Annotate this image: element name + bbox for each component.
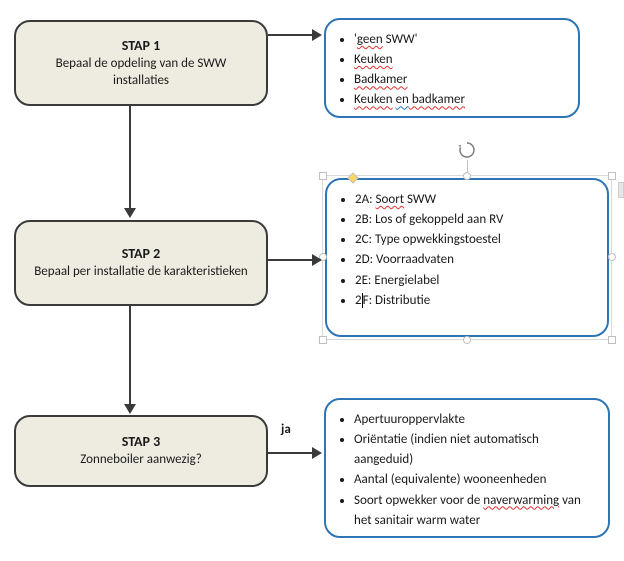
selection-handle[interactable] bbox=[608, 336, 616, 344]
arrow-head-icon bbox=[312, 29, 322, 41]
side-mark bbox=[618, 182, 624, 198]
step2-sub: Bepaal per installatie de karakteristiek… bbox=[34, 264, 248, 280]
arrow-head-icon bbox=[124, 404, 136, 414]
list-item: Keuken bbox=[354, 50, 564, 70]
step2-box: STAP 2 Bepaal per installatie de karakte… bbox=[14, 220, 268, 306]
arrow-line bbox=[268, 259, 314, 261]
list-item: 2B: Los of gekoppeld aan RV bbox=[355, 210, 593, 230]
info2-box[interactable]: 2A: Soort SWW 2B: Los of gekoppeld aan R… bbox=[325, 178, 609, 337]
arrow-line bbox=[268, 452, 314, 454]
arrow-line bbox=[129, 306, 131, 406]
info1-list: 'geen SWW' Keuken Badkamer Keuken en bad… bbox=[336, 30, 564, 111]
arrow-line bbox=[268, 34, 314, 36]
info1-box: 'geen SWW' Keuken Badkamer Keuken en bad… bbox=[324, 18, 580, 118]
arrow-line bbox=[129, 106, 131, 210]
step1-title: STAP 1 bbox=[122, 37, 161, 54]
list-item: Aantal (equivalente) wooneenheden bbox=[354, 470, 594, 490]
list-item: 2A: Soort SWW bbox=[355, 190, 593, 210]
step1-sub: Bepaal de opdeling van de SWW installati… bbox=[28, 56, 254, 89]
list-item: Keuken en badkamer bbox=[354, 90, 564, 110]
rotate-handle-icon[interactable] bbox=[457, 140, 477, 160]
list-item: 2F: Distributie bbox=[355, 291, 593, 311]
list-item: 2C: Type opwekkingstoestel bbox=[355, 230, 593, 250]
list-item: 2E: Energielabel bbox=[355, 271, 593, 291]
selection-handle[interactable] bbox=[319, 172, 327, 180]
selection-handle[interactable] bbox=[319, 336, 327, 344]
selection-handle[interactable] bbox=[608, 172, 616, 180]
selection-handle[interactable] bbox=[463, 336, 471, 344]
list-item: Soort opwekker voor de naverwarming van … bbox=[354, 491, 594, 531]
info3-list: Apertuuroppervlakte Oriëntatie (indien n… bbox=[336, 410, 594, 531]
list-item: Oriëntatie (indien niet automatisch aang… bbox=[354, 430, 594, 470]
step3-box: STAP 3 Zonneboiler aanwezig? bbox=[14, 415, 268, 487]
list-item: 2D: Voorraadvaten bbox=[355, 250, 593, 270]
selection-handle[interactable] bbox=[463, 172, 471, 180]
info2-list: 2A: Soort SWW 2B: Los of gekoppeld aan R… bbox=[337, 190, 593, 311]
arrow-head-icon bbox=[124, 208, 136, 218]
info3-box: Apertuuroppervlakte Oriëntatie (indien n… bbox=[324, 398, 610, 538]
list-item: 'geen SWW' bbox=[354, 30, 564, 50]
arrow-head-icon bbox=[312, 254, 322, 266]
step2-title: STAP 2 bbox=[122, 245, 161, 262]
ja-label: ja bbox=[281, 422, 291, 437]
step3-sub: Zonneboiler aanwezig? bbox=[80, 452, 201, 468]
selection-handle[interactable] bbox=[608, 253, 616, 261]
step1-box: STAP 1 Bepaal de opdeling van de SWW ins… bbox=[14, 20, 268, 106]
arrow-head-icon bbox=[312, 447, 322, 459]
list-item: Apertuuroppervlakte bbox=[354, 410, 594, 430]
list-item: Badkamer bbox=[354, 70, 564, 90]
step3-title: STAP 3 bbox=[122, 433, 161, 450]
